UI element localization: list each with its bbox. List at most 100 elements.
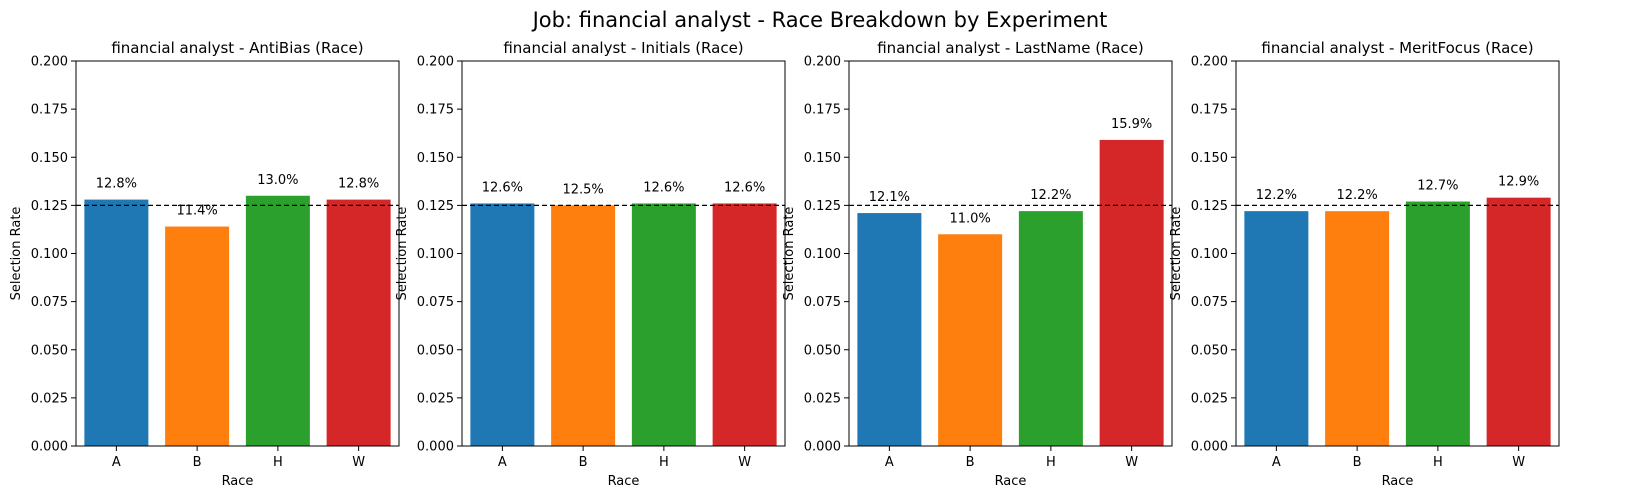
y-tick-label: 0.025	[804, 391, 841, 406]
x-axis-label: Race	[222, 474, 254, 489]
y-axis-label: Selection Rate	[395, 207, 410, 301]
y-tick-label: 0.175	[417, 103, 454, 118]
x-tick-label: A	[1272, 455, 1281, 470]
bar-value-label: 12.9%	[1498, 175, 1539, 190]
bar-A	[1244, 211, 1309, 446]
x-tick-label: B	[193, 455, 202, 470]
y-tick-label: 0.050	[31, 343, 68, 358]
y-tick-label: 0.175	[31, 103, 68, 118]
chart-panel-1: financial analyst - AntiBias (Race) 12.8%…	[9, 39, 400, 489]
bar-H	[245, 195, 310, 446]
bar-value-label: 12.2%	[1030, 188, 1071, 203]
y-tick-label: 0.075	[31, 295, 68, 310]
y-tick-label: 0.175	[804, 103, 841, 118]
y-tick-label: 0.075	[1191, 295, 1228, 310]
y-tick-label: 0.125	[1191, 199, 1228, 214]
chart-panel-2: financial analyst - Initials (Race) 12.6%…	[395, 39, 786, 489]
y-tick-label: 0.150	[1191, 151, 1228, 166]
bar-B	[165, 226, 230, 446]
y-tick-label: 0.025	[417, 391, 454, 406]
x-tick-label: W	[352, 455, 365, 470]
bar-value-label: 12.2%	[1256, 188, 1297, 203]
bar-B	[1325, 211, 1390, 446]
y-tick-label: 0.175	[1191, 103, 1228, 118]
x-tick-label: B	[1353, 455, 1362, 470]
x-tick-label: W	[1125, 455, 1138, 470]
chart-title: financial analyst - AntiBias (Race)	[111, 39, 363, 57]
chart-title: financial analyst - LastName (Race)	[877, 39, 1144, 57]
chart-panel-3: financial analyst - LastName (Race) 12.1%…	[782, 39, 1173, 489]
y-tick-label: 0.100	[31, 247, 68, 262]
x-tick-label: B	[966, 455, 975, 470]
bar-value-label: 12.7%	[1417, 179, 1458, 194]
y-tick-label: 0.125	[31, 199, 68, 214]
y-tick-label: 0.050	[417, 343, 454, 358]
x-tick-label: A	[885, 455, 894, 470]
plot-frame	[461, 60, 786, 447]
y-tick-label: 0.000	[804, 440, 841, 455]
x-axis-label: Race	[608, 474, 640, 489]
y-tick-label: 0.075	[417, 295, 454, 310]
bar-value-label: 12.6%	[724, 180, 765, 195]
y-tick-label: 0.100	[417, 247, 454, 262]
bar-W	[326, 199, 391, 446]
y-tick-label: 0.050	[1191, 343, 1228, 358]
x-tick-label: H	[659, 455, 669, 470]
bar-A	[470, 203, 535, 446]
y-tick-label: 0.000	[31, 440, 68, 455]
bar-value-label: 12.2%	[1336, 188, 1377, 203]
chart-panel-4: financial analyst - MeritFocus (Race) 12.…	[1169, 39, 1560, 489]
chart-panels: financial analyst - AntiBias (Race) 12.8%…	[9, 39, 1560, 489]
bar-H	[1018, 211, 1083, 446]
plot-frame	[75, 60, 400, 447]
y-tick-label: 0.100	[1191, 247, 1228, 262]
bar-W	[712, 203, 777, 446]
y-tick-label: 0.000	[417, 440, 454, 455]
x-tick-label: B	[579, 455, 588, 470]
y-tick-label: 0.150	[31, 151, 68, 166]
y-tick-label: 0.200	[417, 55, 454, 70]
bar-A	[84, 199, 149, 446]
x-axis-label: Race	[995, 474, 1027, 489]
x-tick-label: H	[273, 455, 283, 470]
bar-B	[938, 234, 1003, 446]
y-tick-label: 0.150	[417, 151, 454, 166]
y-tick-label: 0.200	[1191, 55, 1228, 70]
bar-H	[631, 203, 696, 446]
bar-W	[1486, 197, 1551, 446]
chart-title: financial analyst - MeritFocus (Race)	[1261, 39, 1533, 57]
x-tick-label: W	[738, 455, 751, 470]
bar-value-label: 11.0%	[949, 211, 990, 226]
x-tick-label: H	[1433, 455, 1443, 470]
bar-value-label: 13.0%	[257, 173, 298, 188]
bar-value-label: 12.5%	[562, 182, 603, 197]
bar-value-label: 12.8%	[338, 177, 379, 192]
bar-W	[1099, 139, 1164, 447]
x-tick-label: A	[112, 455, 121, 470]
y-tick-label: 0.025	[31, 391, 68, 406]
y-axis-label: Selection Rate	[9, 207, 24, 301]
plot-frame	[848, 60, 1173, 447]
y-tick-label: 0.100	[804, 247, 841, 262]
bar-value-label: 12.8%	[96, 177, 137, 192]
bar-value-label: 11.4%	[176, 204, 217, 219]
x-tick-label: A	[498, 455, 507, 470]
y-tick-label: 0.200	[804, 55, 841, 70]
bar-H	[1405, 201, 1470, 446]
y-tick-label: 0.000	[1191, 440, 1228, 455]
figure-title: Job: financial analyst - Race Breakdown …	[531, 8, 1108, 32]
plot-frame	[1235, 60, 1560, 447]
y-tick-label: 0.125	[804, 199, 841, 214]
y-tick-label: 0.050	[804, 343, 841, 358]
bar-value-label: 15.9%	[1111, 117, 1152, 132]
y-tick-label: 0.200	[31, 55, 68, 70]
chart-title: financial analyst - Initials (Race)	[503, 39, 743, 57]
y-axis-label: Selection Rate	[782, 207, 797, 301]
y-tick-label: 0.125	[417, 199, 454, 214]
y-tick-label: 0.075	[804, 295, 841, 310]
x-tick-label: H	[1046, 455, 1056, 470]
bar-value-label: 12.6%	[482, 180, 523, 195]
x-axis-label: Race	[1382, 474, 1414, 489]
y-tick-label: 0.025	[1191, 391, 1228, 406]
